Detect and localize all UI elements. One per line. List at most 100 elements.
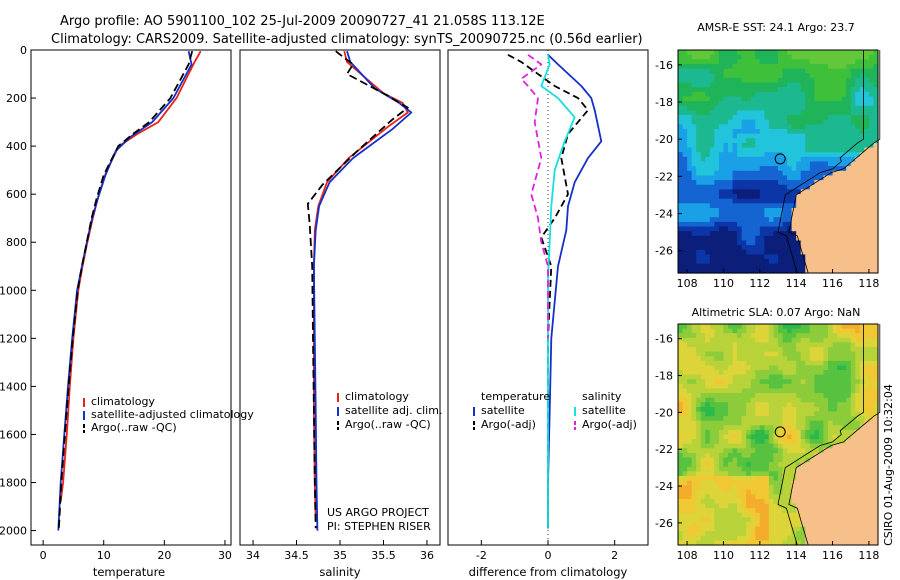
map-cell <box>828 356 834 362</box>
map-cell <box>846 397 852 403</box>
map-cell <box>864 383 870 390</box>
map-cell <box>873 194 879 200</box>
map-cell <box>728 110 734 116</box>
map-cell <box>846 457 852 463</box>
map-cell <box>809 50 815 56</box>
map-cell <box>732 434 738 440</box>
map-cell <box>814 485 820 491</box>
map-cell <box>828 217 834 223</box>
map-cell <box>755 471 761 477</box>
map-cell <box>809 68 815 74</box>
map-cell <box>832 245 838 251</box>
map-cell <box>737 96 743 102</box>
map-cell <box>841 212 847 218</box>
map-cell <box>759 142 765 149</box>
map-cell <box>796 91 802 98</box>
map-cell <box>741 420 747 426</box>
map-cell <box>809 540 815 546</box>
map-cell <box>682 397 688 403</box>
map-cell <box>691 175 697 181</box>
map-cell <box>755 73 761 79</box>
map-cell <box>700 198 706 204</box>
map-cell <box>818 82 825 88</box>
map-cell <box>868 231 875 237</box>
map-cell <box>791 105 797 111</box>
map-cell <box>828 434 834 440</box>
map-cell <box>709 360 715 367</box>
map-cell <box>846 170 852 177</box>
map-cell <box>732 68 738 74</box>
map-cell <box>841 50 847 56</box>
map-cell <box>746 466 752 472</box>
map-cell <box>773 393 779 399</box>
map-cell <box>696 526 702 532</box>
map-cell <box>846 138 852 144</box>
legend-label-sal-argo: Argo(-adj) <box>582 418 637 431</box>
map-cell <box>755 425 761 431</box>
map-cell <box>828 420 834 426</box>
map-cell <box>859 226 865 232</box>
legend-label-sal-satellite: satellite <box>582 404 626 417</box>
map-cell <box>805 374 811 380</box>
map-cell <box>787 161 793 167</box>
map-cell <box>755 457 761 463</box>
map-cell <box>696 189 702 195</box>
map-cell <box>737 356 743 362</box>
map-cell <box>687 198 693 204</box>
map-cell <box>868 365 875 371</box>
map-cell <box>755 217 761 223</box>
map-cell <box>755 356 761 362</box>
map-cell <box>859 82 865 88</box>
map-cell <box>809 249 815 256</box>
map-cell <box>818 124 825 130</box>
map-cell <box>787 59 793 65</box>
map-cell <box>728 203 734 209</box>
map-cell <box>850 402 856 408</box>
map-cell <box>800 471 806 477</box>
map-cell <box>841 263 847 269</box>
map-cell <box>696 110 702 116</box>
map-cell <box>841 531 847 537</box>
map-cell <box>678 406 684 413</box>
map-cell <box>873 489 879 495</box>
map-cell <box>682 82 688 88</box>
map-cell <box>814 512 820 518</box>
map-cell <box>755 406 761 413</box>
map-cell <box>728 156 734 163</box>
map-cell <box>746 498 752 505</box>
map-cell <box>846 50 852 56</box>
map-cell <box>850 235 856 242</box>
map-cell <box>837 175 843 181</box>
map-cell <box>732 115 738 121</box>
map-cell <box>809 443 815 449</box>
map-cell <box>687 263 693 269</box>
map-cell <box>791 379 797 385</box>
map-cell <box>764 249 770 256</box>
map-cell <box>696 96 702 102</box>
map-cell <box>755 245 761 251</box>
map-cell <box>837 87 843 93</box>
map-cell <box>718 128 725 135</box>
map-cell <box>759 101 765 107</box>
map-cell <box>864 124 870 130</box>
map-cell <box>737 429 743 436</box>
map-cell <box>787 152 793 158</box>
map-cell <box>687 189 693 195</box>
map-cell <box>691 87 697 93</box>
map-cell <box>850 217 856 223</box>
map-cell <box>768 166 775 172</box>
map-cell <box>709 82 715 88</box>
map-cell <box>837 489 843 495</box>
map-cell <box>832 50 838 56</box>
map-cell <box>868 485 875 491</box>
map-cell <box>787 180 793 186</box>
map-cell <box>723 429 729 436</box>
map-cell <box>818 87 825 93</box>
map-cell <box>873 434 879 440</box>
map-cell <box>755 462 761 468</box>
map-cell <box>696 147 702 153</box>
map-cell <box>805 508 811 514</box>
map-cell <box>841 351 847 357</box>
map-cell <box>846 374 852 380</box>
map-cell <box>678 457 684 463</box>
